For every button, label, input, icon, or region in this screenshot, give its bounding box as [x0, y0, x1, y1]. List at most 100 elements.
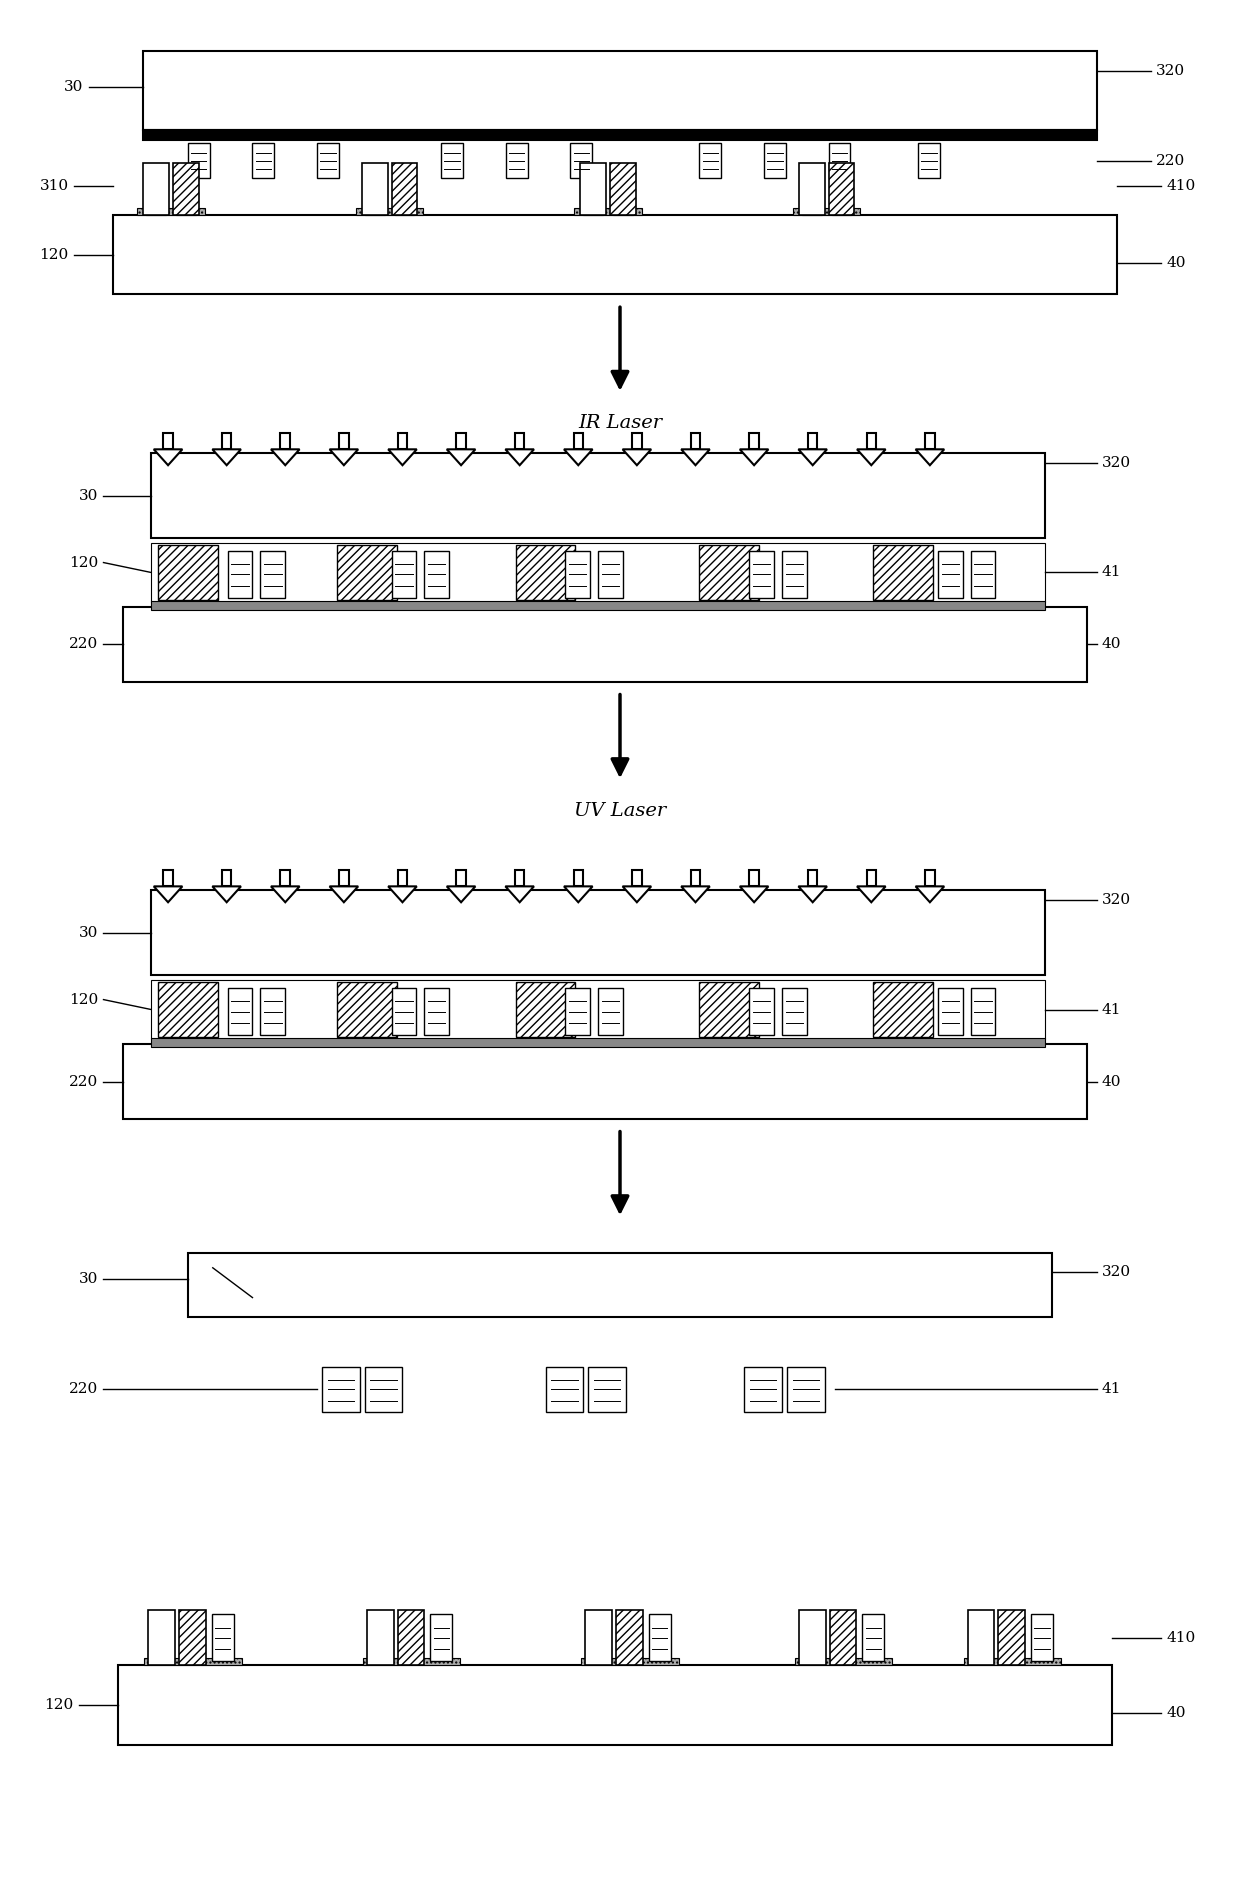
Bar [799, 1611, 826, 1666]
Bar [764, 143, 786, 179]
Text: 41: 41 [1102, 1382, 1121, 1397]
Text: 41: 41 [1102, 566, 1121, 579]
Bar [925, 870, 935, 885]
Bar [123, 1043, 1086, 1119]
Bar [398, 870, 407, 885]
Bar [222, 434, 232, 449]
Bar [430, 1615, 453, 1662]
Bar [1032, 1615, 1053, 1662]
Bar [392, 551, 417, 598]
Text: 40: 40 [1167, 1705, 1185, 1720]
Bar [842, 891, 931, 910]
Bar [164, 870, 172, 885]
Bar [516, 981, 575, 1038]
Polygon shape [915, 885, 944, 902]
Bar [456, 870, 466, 885]
Bar [174, 453, 308, 474]
Polygon shape [857, 885, 885, 902]
Bar [918, 143, 940, 179]
Bar [260, 551, 285, 598]
Polygon shape [272, 449, 300, 464]
Bar [322, 1367, 360, 1412]
Bar [828, 164, 854, 214]
Bar [339, 434, 348, 449]
Bar [749, 870, 759, 885]
Text: 30: 30 [64, 79, 83, 94]
Bar [937, 987, 962, 1036]
Bar [356, 209, 423, 214]
Bar [151, 453, 1045, 538]
Bar [598, 551, 622, 598]
Bar [595, 891, 813, 910]
Bar [159, 545, 218, 600]
Bar [782, 551, 807, 598]
Bar [398, 434, 407, 449]
Bar [392, 164, 418, 214]
Bar [808, 434, 817, 449]
Text: 320: 320 [1102, 1265, 1131, 1278]
Bar [574, 870, 583, 885]
Bar [253, 143, 274, 179]
Polygon shape [681, 885, 709, 902]
Text: 30: 30 [79, 925, 98, 940]
Bar [699, 143, 722, 179]
Bar [516, 545, 575, 600]
Bar [867, 870, 877, 885]
Bar [515, 434, 525, 449]
Bar [787, 1367, 825, 1412]
Bar [149, 1611, 175, 1666]
Bar [580, 164, 606, 214]
Bar [392, 987, 417, 1036]
Bar [649, 1615, 671, 1662]
Bar [691, 434, 701, 449]
Bar [441, 143, 463, 179]
Bar [144, 51, 1096, 130]
Bar [632, 434, 641, 449]
Polygon shape [506, 885, 534, 902]
Bar [610, 164, 636, 214]
Bar [613, 209, 632, 214]
Text: 120: 120 [45, 1698, 73, 1713]
Bar [365, 209, 384, 214]
Polygon shape [330, 885, 358, 902]
Bar [971, 987, 996, 1036]
Text: 220: 220 [69, 1075, 98, 1089]
Bar [795, 1658, 892, 1666]
Bar [595, 453, 813, 474]
Bar [925, 434, 935, 449]
Bar [691, 870, 701, 885]
Bar [598, 987, 622, 1036]
Bar [151, 979, 1045, 1040]
Bar [565, 551, 590, 598]
Bar [337, 453, 565, 474]
Bar [144, 1658, 242, 1666]
Bar [174, 164, 198, 214]
Bar [574, 209, 642, 214]
Text: 310: 310 [40, 179, 68, 194]
Bar [317, 143, 339, 179]
Bar [749, 551, 774, 598]
Polygon shape [799, 885, 827, 902]
Bar [260, 987, 285, 1036]
Bar [394, 209, 414, 214]
Bar [744, 1367, 782, 1412]
Bar [339, 870, 348, 885]
Bar [842, 453, 931, 474]
Text: 120: 120 [69, 993, 98, 1006]
Polygon shape [740, 885, 769, 902]
Bar [565, 987, 590, 1036]
Text: 30: 30 [79, 1271, 98, 1286]
Bar [963, 1658, 1061, 1666]
Text: IR Laser: IR Laser [578, 414, 662, 432]
Polygon shape [915, 449, 944, 464]
Text: 40: 40 [1102, 637, 1121, 652]
Text: 220: 220 [69, 637, 98, 652]
Polygon shape [212, 449, 241, 464]
Text: 30: 30 [79, 489, 98, 502]
Bar [588, 1367, 626, 1412]
Polygon shape [564, 885, 593, 902]
Bar [546, 1367, 583, 1412]
Polygon shape [446, 449, 475, 464]
Bar [998, 1611, 1025, 1666]
Text: 320: 320 [1102, 457, 1131, 470]
